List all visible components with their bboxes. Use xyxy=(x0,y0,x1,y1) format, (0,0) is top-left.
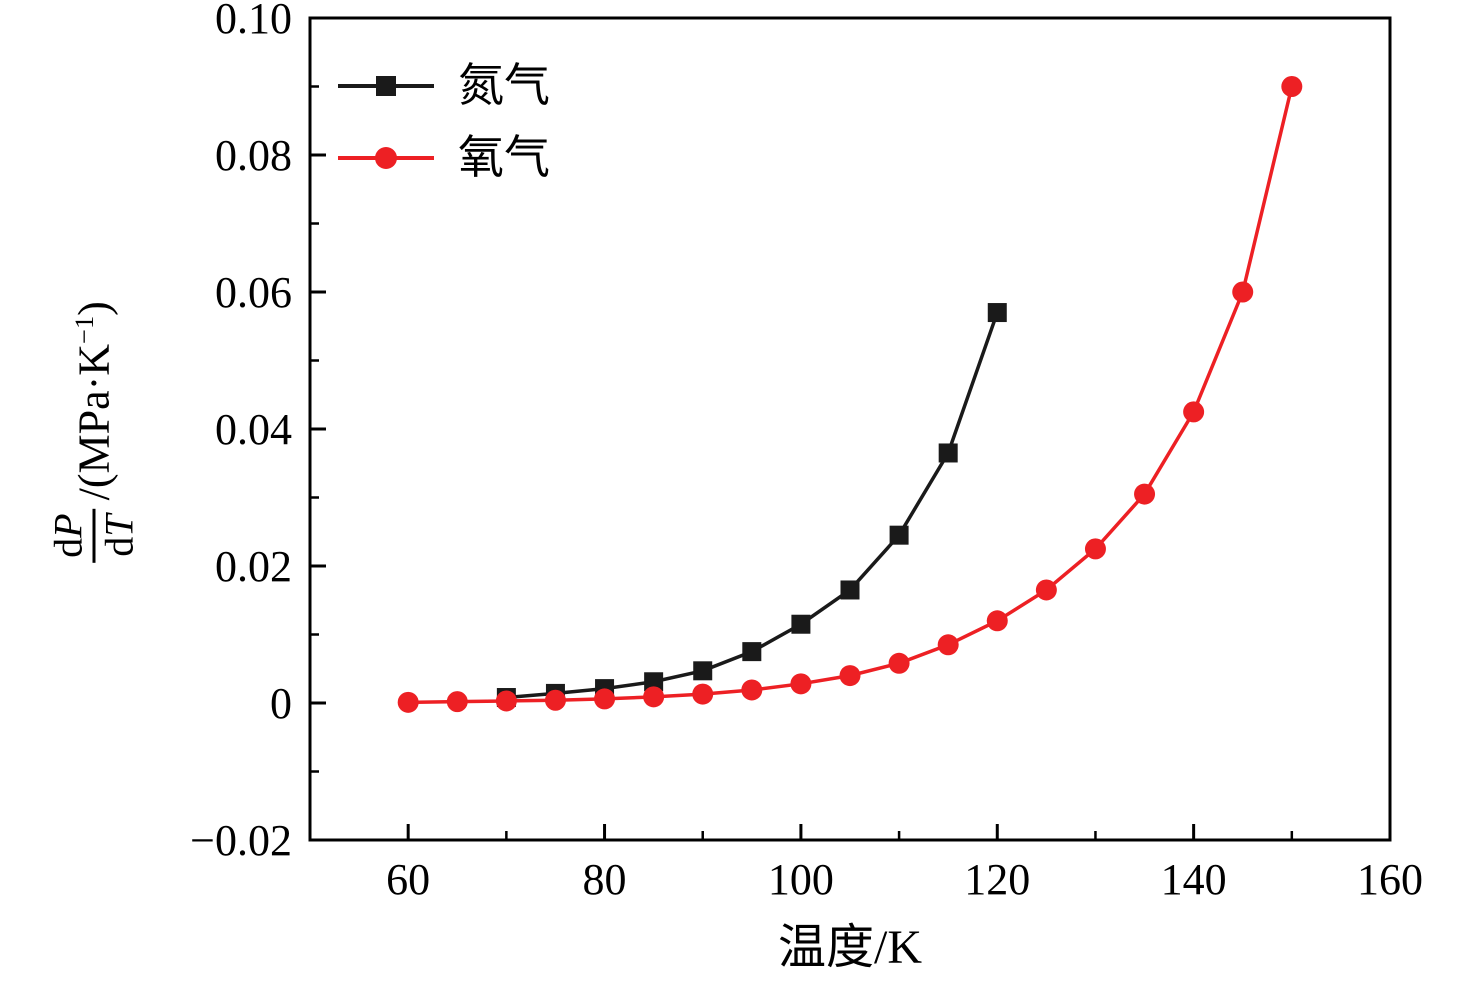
data-point-marker xyxy=(987,303,1007,323)
data-point-marker xyxy=(1183,401,1205,423)
data-point-marker xyxy=(446,691,468,713)
data-point-marker xyxy=(741,679,763,701)
y-tick-label: −0.02 xyxy=(190,816,292,865)
y-axis-denominator: dT xyxy=(96,514,142,557)
series-line xyxy=(506,311,999,700)
data-point-marker xyxy=(594,688,616,710)
x-axis-title: 温度/K xyxy=(777,921,922,974)
x-tick-label: 120 xyxy=(964,855,1030,904)
data-point-marker xyxy=(888,652,910,674)
legend-item-nitrogen: 氮气 xyxy=(338,58,550,114)
y-tick-label: 0.06 xyxy=(215,268,292,317)
data-point-marker xyxy=(986,610,1008,632)
data-point-marker xyxy=(839,665,861,687)
square-marker-icon xyxy=(376,76,396,96)
data-point-marker xyxy=(1084,538,1106,560)
data-point-marker xyxy=(840,580,860,600)
y-axis-numerator: dP xyxy=(46,508,96,563)
y-tick-label: 0.02 xyxy=(215,542,292,591)
y-axis-units: /(MPa·K−1) xyxy=(68,301,119,501)
x-tick-label: 60 xyxy=(386,855,430,904)
data-point-marker xyxy=(693,661,713,681)
legend-item-oxygen: 氧气 xyxy=(338,130,550,186)
y-tick-label: 0.08 xyxy=(215,131,292,180)
series-nitrogen xyxy=(496,303,1007,708)
circle-marker-icon xyxy=(375,147,397,169)
y-tick-label: 0 xyxy=(270,679,292,728)
data-point-marker xyxy=(544,689,566,711)
x-tick-label: 100 xyxy=(768,855,834,904)
y-tick-label: 0.04 xyxy=(215,405,292,454)
data-point-marker xyxy=(1134,483,1156,505)
data-point-marker xyxy=(1232,281,1254,303)
axes-ticks: 60 80 100 120 140 160 −0.02 0 0.02 0.04 0.06 0.08 0.… xyxy=(190,0,1423,904)
legend: 氮气 氧气 xyxy=(338,58,550,186)
data-point-marker xyxy=(937,634,959,656)
data-point-marker xyxy=(742,642,762,662)
x-tick-label: 160 xyxy=(1357,855,1423,904)
legend-label-nitrogen: 氮气 xyxy=(458,60,550,111)
x-tick-label: 140 xyxy=(1161,855,1227,904)
series-oxygen xyxy=(397,76,1303,713)
data-point-marker xyxy=(495,690,517,712)
x-tick-label: 80 xyxy=(583,855,627,904)
data-point-marker xyxy=(889,525,909,545)
data-point-marker xyxy=(791,614,811,634)
data-point-marker xyxy=(1035,579,1057,601)
data-point-marker xyxy=(397,691,419,713)
y-tick-label: 0.10 xyxy=(215,0,292,43)
data-point-marker xyxy=(643,686,665,708)
nitrogen-square-marker xyxy=(338,73,434,99)
data-point-marker xyxy=(790,673,812,695)
data-point-marker xyxy=(1281,76,1303,97)
data-point-marker xyxy=(692,683,714,705)
data-point-marker xyxy=(644,672,664,692)
data-point-marker xyxy=(938,443,958,463)
legend-label-oxygen: 氧气 xyxy=(458,132,550,183)
y-axis-title: dP dT /(MPa·K−1) xyxy=(46,301,142,563)
oxygen-circle-marker xyxy=(338,145,434,171)
y-axis-fraction: dP dT xyxy=(46,508,142,563)
